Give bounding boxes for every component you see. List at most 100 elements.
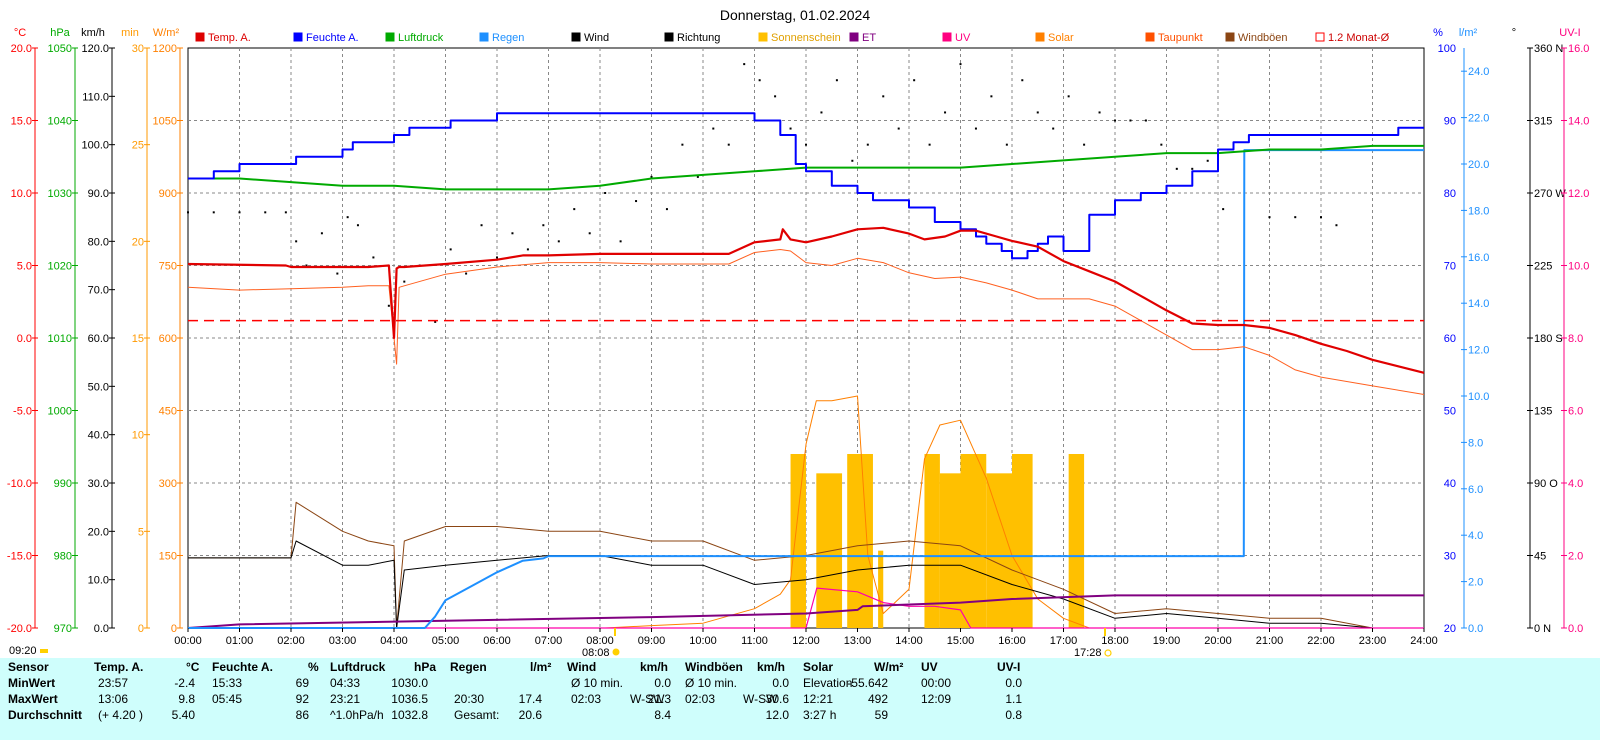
axis-tick-label-pressure: 980 bbox=[54, 551, 72, 563]
axis-unit-uvi: UV-I bbox=[1559, 27, 1580, 39]
x-tick-label: 05:00 bbox=[432, 635, 460, 647]
legend-label-temp: Temp. A. bbox=[208, 32, 251, 44]
direction-point bbox=[557, 240, 560, 243]
stats-gust-dir-cell: W-SW bbox=[743, 692, 778, 706]
axis-tick-label-temp: 15.0 bbox=[11, 116, 32, 128]
direction-point bbox=[387, 304, 390, 307]
axis-tick-label-pressure: 990 bbox=[54, 478, 72, 490]
axis-tick-label-uvi: 6.0 bbox=[1568, 406, 1583, 418]
direction-point bbox=[681, 143, 684, 146]
axis-unit-temp: °C bbox=[14, 27, 26, 39]
sunshine-bar bbox=[1068, 454, 1085, 628]
stats-solar-time-cell: Elevation bbox=[803, 676, 853, 690]
stats-rain-time-cell: Gesamt: bbox=[454, 708, 500, 722]
stats-label-cell: MaxWert bbox=[8, 692, 58, 706]
x-tick-label: 02:00 bbox=[277, 635, 305, 647]
daylength-sun-icon bbox=[40, 649, 48, 653]
stats-solar-val-cell: 492 bbox=[867, 692, 888, 706]
legend-swatch-sunshine bbox=[758, 32, 768, 42]
axis-tick-label-rain: 22.0 bbox=[1468, 113, 1489, 125]
direction-point bbox=[1268, 216, 1271, 219]
axis-tick-label-temp: -20.0 bbox=[7, 623, 32, 635]
x-tick-label: 14:00 bbox=[895, 635, 923, 647]
x-tick-label: 00:00 bbox=[174, 635, 202, 647]
direction-point bbox=[305, 264, 308, 267]
axis-tick-label-wind: 110.0 bbox=[82, 91, 109, 103]
direction-point bbox=[346, 216, 349, 219]
direction-point bbox=[727, 143, 730, 146]
stats-rain-time-cell: 20:30 bbox=[454, 692, 485, 706]
axis-tick-label-temp: 0.0 bbox=[17, 333, 32, 345]
legend-swatch-et bbox=[849, 32, 859, 42]
direction-point bbox=[573, 208, 576, 211]
stats-press-val-cell: 1036.5 bbox=[391, 692, 428, 706]
legend-label-et: ET bbox=[862, 32, 876, 44]
stats-uv-time-cell: 00:00 bbox=[921, 676, 952, 690]
stats-temp-val-cell: -2.4 bbox=[174, 676, 195, 690]
stats-wind-val-cell: 8.4 bbox=[654, 708, 671, 722]
axis-tick-label-pressure: 1010 bbox=[48, 333, 72, 345]
axis-unit-solar: W/m² bbox=[153, 27, 180, 39]
direction-point bbox=[356, 224, 359, 227]
direction-point bbox=[805, 143, 807, 146]
legend-swatch-wind bbox=[571, 32, 581, 42]
stats-header-humidity: Feuchte A. bbox=[212, 660, 273, 674]
axis-unit-humidity: % bbox=[1433, 27, 1443, 39]
x-tick-label: 21:00 bbox=[1256, 635, 1284, 647]
sunshine-bar bbox=[986, 473, 1012, 628]
direction-point bbox=[1067, 95, 1070, 98]
direction-point bbox=[851, 159, 854, 162]
stats-temp-time-cell: (+ 4.20 ) bbox=[98, 708, 144, 722]
axis-unit-sunshine: min bbox=[121, 27, 139, 39]
x-tick-label: 15:00 bbox=[947, 635, 975, 647]
stats-press-time-cell: 23:21 bbox=[330, 692, 361, 706]
weather-chart: Donnerstag, 01.02.2024 Temp. A. Feuchte A… bbox=[7, 7, 1590, 658]
stats-uv-val-cell: 0.8 bbox=[1005, 708, 1022, 722]
x-tick-label: 16:00 bbox=[998, 635, 1026, 647]
axis-tick-label-direction: 360 N bbox=[1534, 43, 1563, 55]
direction-point bbox=[1083, 143, 1086, 146]
axis-tick-label-rain: 6.0 bbox=[1468, 484, 1483, 496]
stats-wind-val-cell: 0.0 bbox=[654, 676, 671, 690]
axis-unit-rain: l/m² bbox=[1459, 27, 1478, 39]
stats-press-val-cell: 1032.8 bbox=[391, 708, 428, 722]
stats-header-uv: UV bbox=[921, 660, 938, 674]
axis-tick-label-wind: 100.0 bbox=[81, 140, 109, 152]
direction-point bbox=[928, 143, 931, 146]
stats-temp-val-cell: 5.40 bbox=[171, 708, 195, 722]
axis-tick-label-humidity: 70 bbox=[1444, 261, 1456, 273]
stats-hum-val-cell: 86 bbox=[295, 708, 309, 722]
legend-swatch-monthavg bbox=[1315, 32, 1325, 42]
direction-point bbox=[588, 232, 591, 235]
direction-point bbox=[913, 79, 916, 82]
stats-label-cell: Durchschnitt bbox=[8, 708, 83, 722]
axis-tick-label-rain: 20.0 bbox=[1468, 159, 1489, 171]
axis-tick-label-uvi: 12.0 bbox=[1568, 188, 1589, 200]
axis-tick-label-rain: 16.0 bbox=[1468, 252, 1489, 264]
stats-gust-val-cell: 12.0 bbox=[765, 708, 789, 722]
axis-tick-label-wind: 20.0 bbox=[88, 526, 109, 538]
axis-tick-label-solar: 300 bbox=[159, 478, 177, 490]
axis-tick-label-uvi: 8.0 bbox=[1568, 333, 1583, 345]
legend-swatch-temp bbox=[195, 32, 205, 42]
direction-point bbox=[897, 127, 900, 130]
direction-point bbox=[187, 211, 189, 214]
stats-solar-val-cell: 59 bbox=[874, 708, 888, 722]
direction-point bbox=[1005, 143, 1008, 146]
stats-header-solar-unit: W/m² bbox=[874, 660, 904, 674]
axis-tick-label-direction: 90 O bbox=[1534, 478, 1558, 490]
axis-tick-label-solar: 600 bbox=[159, 333, 177, 345]
direction-point bbox=[944, 111, 947, 114]
stats-header-rain-unit: l/m² bbox=[530, 660, 552, 674]
axis-tick-label-temp: 20.0 bbox=[11, 43, 32, 55]
axis-tick-label-solar: 900 bbox=[159, 188, 177, 200]
series-line-wind bbox=[188, 540, 1424, 629]
sunrise-sun-icon bbox=[612, 648, 620, 656]
stats-label-cell: MinWert bbox=[8, 676, 56, 690]
direction-point bbox=[511, 232, 514, 235]
x-tick-label: 10:00 bbox=[689, 635, 717, 647]
x-tick-label: 20:00 bbox=[1204, 635, 1232, 647]
axis-tick-label-solar: 0 bbox=[171, 623, 177, 635]
legend-swatch-pressure bbox=[385, 32, 395, 42]
direction-point bbox=[1114, 119, 1116, 122]
